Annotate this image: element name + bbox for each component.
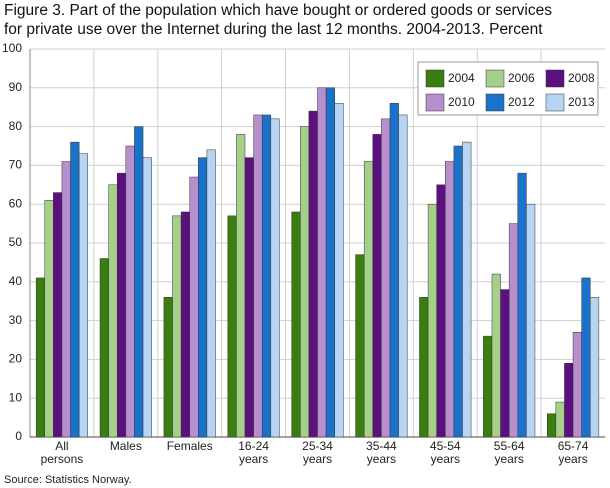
x-tick-label: 65-74 years (557, 439, 589, 466)
bar (44, 200, 54, 438)
legend-label: 2006 (508, 71, 535, 85)
bar (227, 215, 237, 438)
bar (445, 161, 455, 438)
bar (334, 103, 344, 438)
bar (491, 273, 501, 438)
bar (244, 157, 254, 438)
bar (398, 114, 408, 438)
bar (189, 176, 199, 438)
legend-label: 2013 (568, 95, 595, 109)
bar (547, 413, 557, 438)
x-tick-label: 25-34 years (302, 439, 333, 466)
y-tick-label: 100 (2, 41, 22, 55)
source: Source: Statistics Norway. (4, 474, 132, 486)
y-tick-label: 70 (9, 158, 23, 172)
bar (300, 126, 310, 438)
y-tick-label: 40 (9, 274, 23, 288)
bar (291, 211, 301, 438)
bar (581, 277, 591, 438)
bar (99, 258, 109, 438)
legend-label: 2010 (448, 95, 475, 109)
chart-title: for private use over the Internet during… (4, 21, 543, 38)
bar (35, 277, 45, 438)
bar (517, 172, 527, 438)
bar (308, 110, 318, 438)
legend-label: 2004 (448, 71, 475, 85)
bar (355, 254, 365, 438)
bar (317, 87, 327, 438)
bar (508, 223, 519, 438)
bar (427, 203, 437, 438)
legend-swatch (485, 69, 505, 88)
legend-label: 2012 (508, 95, 535, 109)
bar (180, 211, 190, 438)
bar (163, 297, 173, 438)
legend-swatch (425, 93, 445, 112)
bar (125, 145, 135, 438)
bar (526, 203, 536, 438)
y-tick-label: 30 (9, 313, 23, 327)
legend-swatch (485, 93, 505, 112)
bar (483, 335, 493, 438)
bar (372, 134, 382, 438)
bar (453, 145, 463, 438)
bar (389, 103, 399, 438)
x-tick-label: Females (166, 439, 213, 453)
bar (564, 363, 574, 438)
bar (462, 141, 472, 438)
chart-title: Figure 3. Part of the population which h… (4, 2, 552, 19)
bar (70, 141, 80, 438)
x-tick-label: 55-64 years (493, 439, 525, 466)
x-tick-label: 16-24 years (238, 439, 269, 466)
bar (555, 401, 565, 438)
legend-swatch (545, 69, 565, 88)
bar (253, 114, 263, 438)
bar (236, 134, 246, 438)
bar (116, 172, 127, 438)
x-tick-label: Males (109, 439, 142, 453)
bar (590, 297, 600, 438)
legend-swatch (425, 69, 445, 88)
legend-label: 2008 (568, 71, 595, 85)
bar (61, 161, 71, 438)
y-tick-label: 80 (9, 119, 23, 133)
bar (363, 161, 374, 438)
bar (261, 114, 272, 438)
bar (142, 157, 152, 438)
x-tick-label: 45-54 years (429, 439, 461, 466)
bar (325, 87, 335, 438)
y-tick-label: 10 (9, 390, 23, 404)
bar (381, 118, 391, 438)
legend-swatch (545, 93, 565, 112)
bar (78, 153, 88, 438)
bar (206, 149, 216, 438)
bar (172, 215, 182, 438)
y-tick-label: 0 (15, 429, 22, 443)
bar (270, 118, 280, 438)
y-tick-label: 90 (9, 80, 23, 94)
x-tick-label: 35-44 years (366, 439, 397, 466)
bar (108, 184, 118, 438)
bar (419, 297, 429, 438)
y-tick-label: 50 (9, 235, 23, 249)
x-tick-label: All persons (40, 439, 84, 466)
y-tick-label: 20 (9, 352, 23, 366)
bar (134, 126, 144, 438)
bar (53, 192, 63, 438)
bar (500, 289, 510, 438)
y-tick-label: 60 (9, 196, 23, 210)
bar (572, 331, 582, 438)
legend-box (417, 61, 599, 116)
bar (436, 184, 446, 438)
bar (198, 157, 208, 438)
